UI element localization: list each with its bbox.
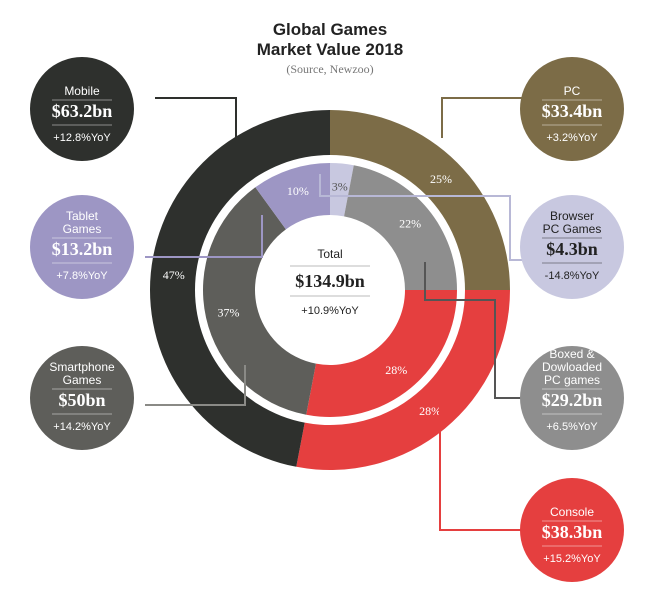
- bubble-console-circle: [520, 478, 624, 582]
- bubble-boxed-name: PC games: [544, 373, 600, 387]
- leader-line-boxed: [424, 262, 522, 399]
- total-block: Total $134.9bn +10.9%YoY: [290, 247, 370, 317]
- bubble-smartphone-name: Smartphone: [49, 360, 115, 374]
- inner-ring-slice-smartphone-games: [202, 187, 316, 415]
- bubble-smartphone-yoy: +14.2%YoY: [53, 421, 111, 433]
- bubble-browser-yoy: -14.8%YoY: [545, 270, 600, 282]
- inner-ring-label-boxed-dowloaded-pc-games: 22%: [399, 217, 421, 231]
- bubble-console-name: Console: [550, 505, 594, 519]
- bubble-browser-circle: [520, 195, 624, 299]
- bubble-mobile-value: $63.2bn: [52, 101, 113, 121]
- bubble-console: Console $38.3bn +15.2%YoY: [520, 478, 624, 582]
- bubble-browser-name: Browser: [550, 209, 594, 223]
- bubble-pc-name: PC: [564, 84, 581, 98]
- bubble-boxed-name: Boxed &: [549, 347, 594, 361]
- leader-line-console: [439, 390, 522, 531]
- chart-title-line-2: Market Value 2018: [257, 40, 403, 59]
- bubble-tablet-circle: [30, 195, 134, 299]
- inner-ring-label-console: 28%: [385, 363, 407, 377]
- bubble-pc-circle: [520, 57, 624, 161]
- bubble-browser-value: $4.3bn: [546, 239, 598, 259]
- outer-ring-slice-console: [296, 290, 510, 470]
- bubble-browser-name: PC Games: [543, 222, 602, 236]
- outer-ring-slice-pc: [330, 110, 510, 290]
- outer-ring-slice-mobile: [150, 110, 330, 467]
- bubble-smartphone-circle: [30, 346, 134, 450]
- leader-lines: [145, 97, 522, 531]
- bubble-tablet-yoy: +7.8%YoY: [56, 270, 108, 282]
- bubble-mobile: Mobile $63.2bn +12.8%YoY: [30, 57, 134, 161]
- bubble-tablet-name: Tablet: [66, 209, 99, 223]
- leader-line-smartphone: [145, 365, 246, 406]
- bubble-boxed-name: Dowloaded: [542, 360, 602, 374]
- inner-ring-label-smartphone-games: 37%: [218, 306, 240, 320]
- bubble-mobile-name: Mobile: [64, 84, 100, 98]
- leader-line-tablet: [145, 215, 263, 258]
- leader-line-mobile: [155, 97, 237, 138]
- segment-bubbles: Mobile $63.2bn +12.8%YoY PC $33.4bn +3.2%YoY T…: [30, 57, 624, 582]
- bubble-console-value: $38.3bn: [542, 522, 603, 542]
- bubble-boxed-circle: [520, 346, 624, 450]
- inner-ring-label-tablet-games: 10%: [287, 184, 309, 198]
- inner-ring-label-browser-pc-games: 3%: [332, 179, 348, 193]
- outer-ring-label-pc: 25%: [430, 172, 452, 186]
- bubble-pc-yoy: +3.2%YoY: [546, 132, 598, 144]
- bubble-mobile-circle: [30, 57, 134, 161]
- bubble-console-yoy: +15.2%YoY: [543, 553, 601, 565]
- bubble-mobile-yoy: +12.8%YoY: [53, 132, 111, 144]
- bubble-pc-value: $33.4bn: [542, 101, 603, 121]
- inner-ring-slice-browser-pc-games: [330, 163, 354, 217]
- chart-title-line-1: Global Games: [273, 20, 387, 39]
- leader-line-browser: [319, 174, 522, 261]
- bubble-boxed-yoy: +6.5%YoY: [546, 421, 598, 433]
- inner-ring-slice-tablet-games: [255, 163, 330, 230]
- total-value: $134.9bn: [295, 271, 365, 291]
- outer-ring-label-console: 28%: [419, 404, 441, 418]
- leader-line-pc: [441, 97, 522, 138]
- bubble-boxed-value: $29.2bn: [542, 390, 603, 410]
- bubble-smartphone-name: Games: [63, 373, 102, 387]
- outer-ring-label-mobile: 47%: [163, 268, 185, 282]
- total-yoy: +10.9%YoY: [301, 305, 359, 317]
- total-label: Total: [317, 247, 342, 261]
- bubble-tablet-value: $13.2bn: [52, 239, 113, 259]
- inner-ring-slice-console: [306, 290, 457, 417]
- chart-source: (Source, Newzoo): [286, 62, 373, 76]
- bubble-tablet-name: Games: [63, 222, 102, 236]
- bubble-smartphone-value: $50bn: [58, 390, 105, 410]
- bubble-pc: PC $33.4bn +3.2%YoY: [520, 57, 624, 161]
